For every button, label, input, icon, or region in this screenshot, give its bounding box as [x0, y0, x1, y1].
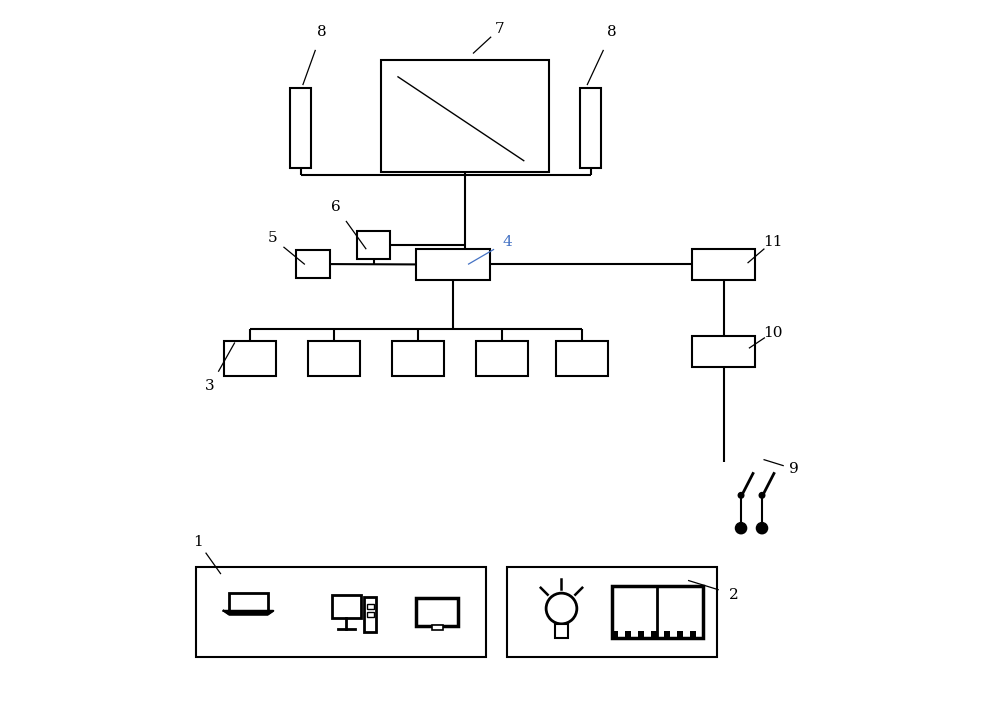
Text: 8: 8 [607, 25, 617, 39]
Text: 3: 3 [205, 380, 215, 393]
Bar [507, 566, 717, 658]
Bar [290, 88, 311, 168]
Text: 8: 8 [317, 25, 327, 39]
Text: 11: 11 [763, 235, 782, 249]
Bar [556, 341, 608, 376]
Text: 9: 9 [789, 462, 798, 476]
Text: 1: 1 [193, 535, 203, 549]
Bar [308, 341, 360, 376]
Bar [332, 595, 361, 619]
Circle shape [546, 593, 577, 624]
Bar [381, 60, 549, 172]
Circle shape [735, 522, 747, 534]
Circle shape [759, 493, 765, 498]
Bar [416, 249, 490, 280]
Bar [612, 586, 703, 638]
Bar [677, 631, 683, 638]
Text: 4: 4 [502, 235, 512, 249]
Bar [416, 598, 458, 626]
Bar [229, 593, 268, 611]
Bar [638, 631, 644, 638]
Circle shape [756, 522, 768, 534]
Bar [692, 336, 755, 368]
Bar [432, 625, 443, 630]
Bar [555, 624, 568, 638]
Bar [367, 612, 374, 617]
Bar [476, 341, 528, 376]
Text: 7: 7 [495, 22, 505, 35]
Bar [651, 631, 657, 638]
Text: 6: 6 [331, 200, 341, 214]
Bar [364, 597, 376, 632]
Bar [692, 249, 755, 280]
Text: 10: 10 [763, 325, 782, 339]
Bar [296, 250, 330, 278]
Bar [625, 631, 631, 638]
Text: 5: 5 [268, 231, 278, 245]
Bar [580, 88, 601, 168]
Bar [224, 341, 276, 376]
Bar [690, 631, 696, 638]
Polygon shape [224, 611, 273, 614]
Circle shape [738, 493, 744, 498]
Bar [612, 631, 618, 638]
Bar [392, 341, 444, 376]
Text: 2: 2 [729, 588, 739, 602]
Bar [357, 231, 390, 259]
Bar [367, 604, 374, 609]
Bar [196, 566, 486, 658]
Bar [664, 631, 670, 638]
